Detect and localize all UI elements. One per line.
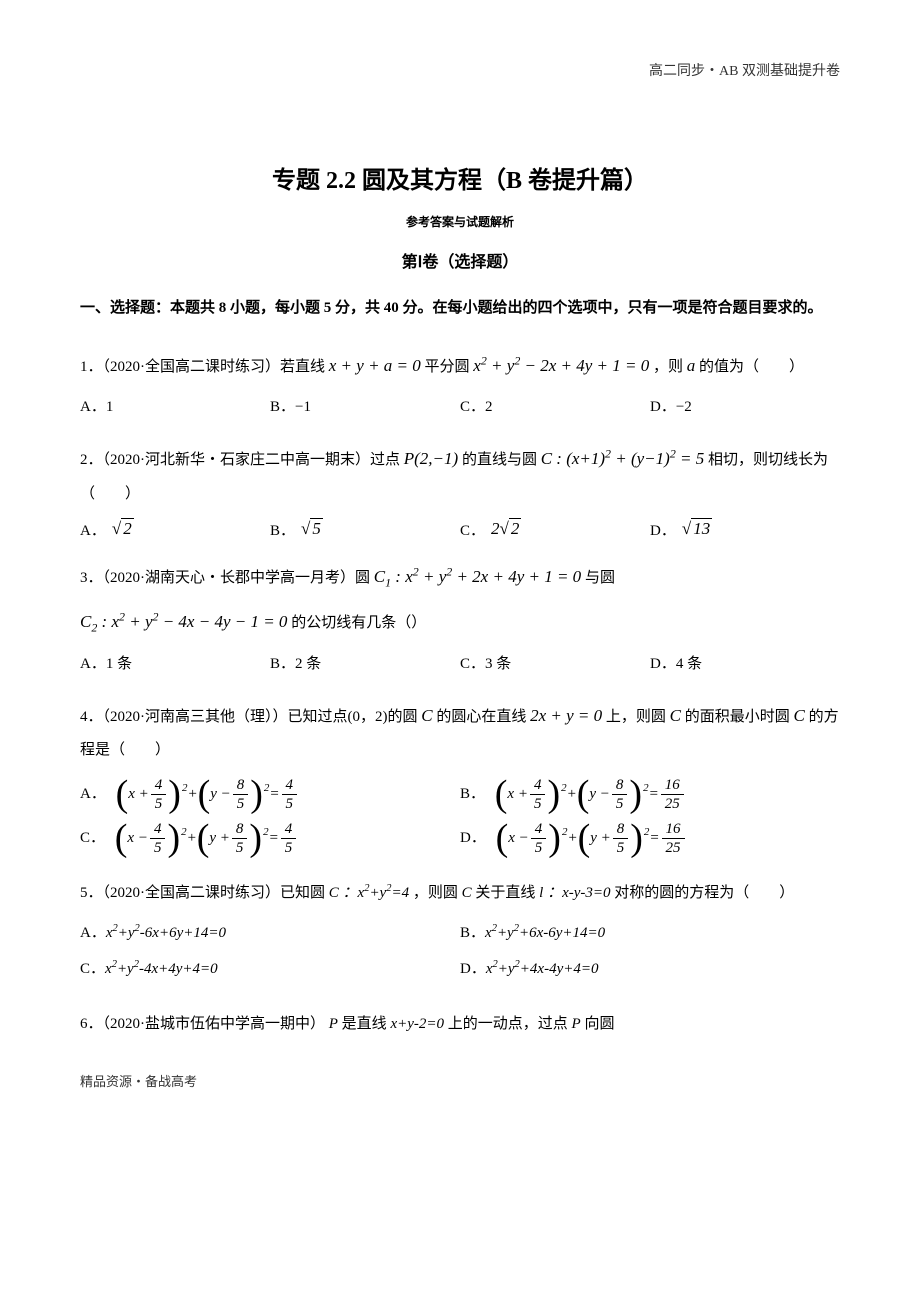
q1-eq2: x2 + y2 − 2x + 4y + 1 = 0 [473,356,649,375]
q1-text-end: 的值为（ ） [699,359,804,375]
question-2: 2．（2020·河北新华・石家庄二中高一期末）过点 P(2,−1) 的直线与圆 … [80,440,840,510]
question-1: 1．（2020·全国高二课时练习）若直线 x + y + a = 0 平分圆 x… [80,347,840,384]
q1-text-mid: 平分圆 [425,359,474,375]
q5-choices: A．x2+y2-6x+6y+14=0 B．x2+y2+6x-6y+14=0 C．… [80,918,840,990]
q3-text-mid: 与圆 [585,570,615,586]
q3-choice-d: D．4 条 [650,649,840,679]
header-text: 高二同步・AB 双测基础提升卷 [649,60,840,80]
q2-choices: A． 2 B． 5 C． 22 D． 13 [80,519,840,540]
q6-p: P [329,1016,338,1032]
q2-choice-b: B． 5 [270,519,460,540]
subtitle: 参考答案与试题解析 [80,213,840,230]
q1-text-pre: 1．（2020·全国高二课时练习）若直线 [80,359,329,375]
q3-choice-a: A．1 条 [80,649,270,679]
q4-choice-a: A． (x + 45)2 + (y − 85)2 = 45 [80,775,460,813]
instructions: 一、选择题：本题共 8 小题，每小题 5 分，共 40 分。在每小题给出的四个选… [80,292,840,325]
q3-eq2: C2 : x2 + y2 − 4x − 4y − 1 = 0 [80,612,287,631]
q4-choices-row1: A． (x + 45)2 + (y − 85)2 = 45 B． (x + 45… [80,775,840,863]
q6-pre: 6．（2020·盐城市伍佑中学高一期中） [80,1016,325,1032]
q5-l: l [539,885,543,901]
q5-pre: 5．（2020·全国高二课时练习）已知圆 [80,885,329,901]
q5-choice-b: B．x2+y2+6x-6y+14=0 [460,918,840,948]
q1-choice-a: A．1 [80,392,270,422]
question-3-line2: C2 : x2 + y2 − 4x − 4y − 1 = 0 的公切线有几条（） [80,603,840,641]
question-4: 4．（2020·河南高三其他（理））已知过点(0，2)的圆 C 的圆心在直线 2… [80,697,840,767]
question-6: 6．（2020·盐城市伍佑中学高一期中） P 是直线 x+y-2=0 上的一动点… [80,1008,840,1041]
q1-choice-b: B．−1 [270,392,460,422]
q4-line: 2x + y = 0 [530,706,602,725]
q5-mid2: 关于直线 [475,885,539,901]
q5-c: C [329,885,339,901]
q5-eq1: ：x2+y2=4 [343,885,410,901]
q6-mid2: 上的一动点，过点 [448,1016,572,1032]
q2-text-mid: 的直线与圆 [462,452,541,468]
footer-text: 精品资源・备战高考 [80,1071,840,1090]
q4-d-eq: (x − 45)2 + (y + 85)2 = 1625 [496,819,687,857]
q1-choice-c: C．2 [460,392,650,422]
q5-choice-c: C．x2+y2-4x+4y+4=0 [80,954,460,984]
q1-choice-d: D．−2 [650,392,840,422]
q2-text-pre: 2．（2020·河北新华・石家庄二中高一期末）过点 [80,452,404,468]
q4-choice-b: B． (x + 45)2 + (y − 85)2 = 1625 [460,775,840,813]
q1-eq1: x + y + a = 0 [329,356,421,375]
q5-mid: ，则圆 [413,885,462,901]
q3-text-pre: 3．（2020·湖南天心・长郡中学高一月考）圆 [80,570,374,586]
q5-choice-a: A．x2+y2-6x+6y+14=0 [80,918,460,948]
q6-line: x+y-2=0 [390,1016,444,1032]
q4-mid2: 上，则圆 [606,709,670,725]
sqrt-icon: 2 [500,519,522,539]
q1-var: a [687,356,696,375]
q2-choice-a: A． 2 [80,519,270,540]
q2-choice-d: D． 13 [650,519,840,540]
q2-choice-c: C． 22 [460,519,650,540]
q3-choice-b: B．2 条 [270,649,460,679]
q4-c: C [421,706,432,725]
main-title: 专题 2.2 圆及其方程（B 卷提升篇） [80,160,840,195]
q1-choices: A．1 B．−1 C．2 D．−2 [80,392,840,422]
q5-c2: C [462,885,472,901]
sqrt-icon: 13 [682,519,712,539]
q1-text-post: ，则 [653,359,687,375]
q5-post: 对称的圆的方程为（ ） [614,885,794,901]
q4-mid3: 的面积最小时圆 [685,709,794,725]
q3-eq1: C1 : x2 + y2 + 2x + 4y + 1 = 0 [374,567,581,586]
q4-text-pre: 4．（2020·河南高三其他（理））已知过点(0，2)的圆 [80,709,421,725]
q3-choice-c: C．3 条 [460,649,650,679]
question-5: 5．（2020·全国高二课时练习）已知圆 C ：x2+y2=4 ，则圆 C 关于… [80,877,840,910]
q6-post: 向圆 [584,1016,614,1032]
q6-mid: 是直线 [342,1016,391,1032]
q4-a-eq: (x + 45)2 + (y − 85)2 = 45 [116,775,299,813]
q3-text-post: 的公切线有几条（） [291,615,426,631]
q5-choice-d: D．x2+y2+4x-4y+4=0 [460,954,840,984]
q2-pt: P(2,−1) [404,449,458,468]
q3-choices: A．1 条 B．2 条 C．3 条 D．4 条 [80,649,840,679]
q2-eq: C : (x+1)2 + (y−1)2 = 5 [541,449,705,468]
q4-b-eq: (x + 45)2 + (y − 85)2 = 1625 [495,775,686,813]
sqrt-icon: 2 [112,519,134,539]
q6-p2: P [572,1016,581,1032]
q4-choice-c: C． (x − 45)2 + (y + 85)2 = 45 [80,819,460,857]
exam-page: 高二同步・AB 双测基础提升卷 专题 2.2 圆及其方程（B 卷提升篇） 参考答… [0,0,920,1130]
q4-c-eq: (x − 45)2 + (y + 85)2 = 45 [115,819,298,857]
question-3: 3．（2020·湖南天心・长郡中学高一月考）圆 C1 : x2 + y2 + 2… [80,558,840,596]
q4-c3: C [794,706,805,725]
q4-mid1: 的圆心在直线 [436,709,530,725]
q4-choice-d: D． (x − 45)2 + (y + 85)2 = 1625 [460,819,840,857]
sqrt-icon: 5 [301,519,323,539]
q5-line: ：x-y-3=0 [547,885,610,901]
q4-c2: C [670,706,681,725]
section-title: 第Ⅰ卷（选择题） [80,248,840,272]
